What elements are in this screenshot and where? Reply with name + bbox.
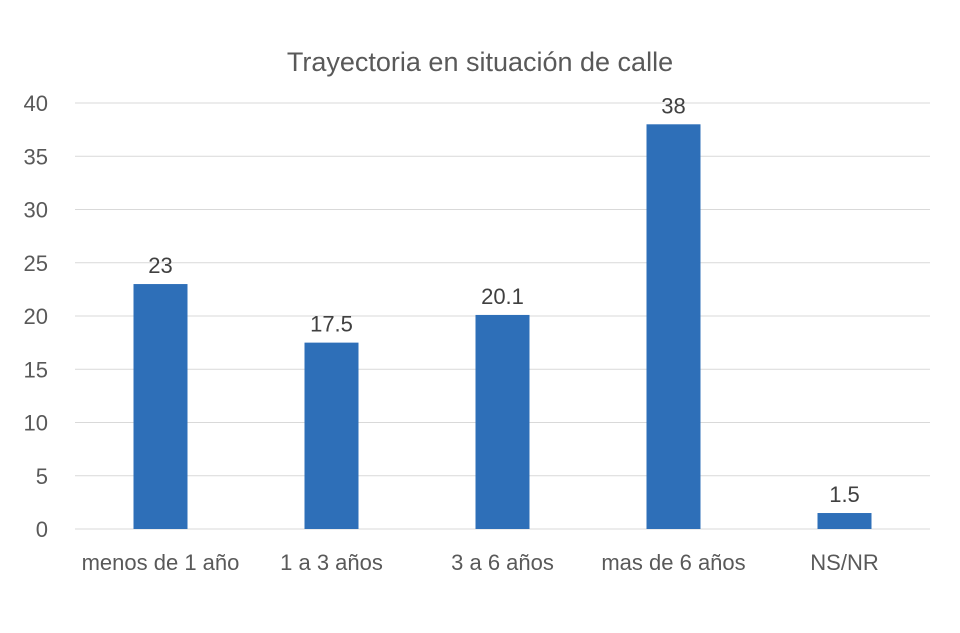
y-tick-label: 0 [36,517,48,542]
bar-2 [304,342,359,529]
y-tick-label: 20 [24,304,48,329]
chart-title: Trayectoria en situación de calle [287,47,673,77]
data-label: 1.5 [829,482,860,507]
y-tick-label: 30 [24,198,48,223]
bar-3 [475,314,530,529]
y-tick-label: 5 [36,464,48,489]
y-tick-label: 25 [24,251,48,276]
bars [133,124,872,530]
data-label: 17.5 [310,312,353,337]
x-axis-ticks: menos de 1 año 1 a 3 años 3 a 6 años mas de… [82,550,879,575]
x-tick-label: 1 a 3 años [280,550,383,575]
y-tick-label: 40 [24,91,48,116]
bar-1 [133,284,188,529]
x-tick-label: menos de 1 año [82,550,240,575]
x-tick-label: mas de 6 años [601,550,745,575]
data-labels: 23 17.5 20.1 38 1.5 [148,93,860,507]
y-axis-ticks: 0 5 10 15 20 25 30 35 40 [24,91,48,542]
bar-4 [646,124,701,530]
y-tick-label: 35 [24,144,48,169]
x-tick-label: 3 a 6 años [451,550,554,575]
data-label: 23 [148,253,172,278]
bar-5 [817,513,872,529]
data-label: 20.1 [481,284,524,309]
data-label: 38 [661,93,685,118]
x-tick-label: NS/NR [810,550,878,575]
y-tick-label: 15 [24,357,48,382]
y-tick-label: 10 [24,411,48,436]
